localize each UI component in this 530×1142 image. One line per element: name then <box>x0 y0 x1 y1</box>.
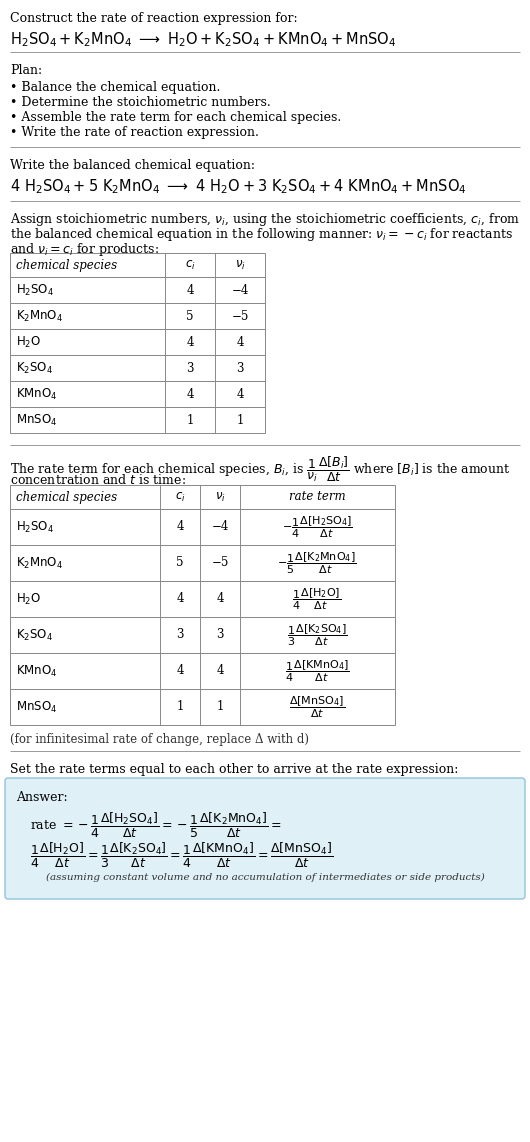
Text: concentration and $t$ is time:: concentration and $t$ is time: <box>10 473 186 486</box>
Text: $\mathrm{K_2MnO_4}$: $\mathrm{K_2MnO_4}$ <box>16 555 63 571</box>
Bar <box>10 509 395 545</box>
Bar <box>10 617 395 653</box>
Bar <box>10 381 265 407</box>
Text: Write the balanced chemical equation:: Write the balanced chemical equation: <box>10 159 255 172</box>
Text: −5: −5 <box>231 309 249 322</box>
Text: 4: 4 <box>186 336 194 348</box>
Text: The rate term for each chemical species, $B_i$, is $\dfrac{1}{\nu_i}\dfrac{\Delt: The rate term for each chemical species,… <box>10 455 510 484</box>
Text: Construct the rate of reaction expression for:: Construct the rate of reaction expressio… <box>10 13 298 25</box>
Text: $\mathrm{MnSO_4}$: $\mathrm{MnSO_4}$ <box>16 699 57 715</box>
Text: 4: 4 <box>216 665 224 677</box>
Bar <box>10 278 265 303</box>
Text: $\mathrm{KMnO_4}$: $\mathrm{KMnO_4}$ <box>16 386 57 402</box>
Text: $\dfrac{1}{3}\dfrac{\Delta[\mathrm{K_2SO_4}]}{\Delta t}$: $\dfrac{1}{3}\dfrac{\Delta[\mathrm{K_2SO… <box>287 622 347 648</box>
Text: 1: 1 <box>176 700 184 714</box>
Text: Answer:: Answer: <box>16 791 68 804</box>
Text: 1: 1 <box>236 413 244 426</box>
Text: $\mathrm{KMnO_4}$: $\mathrm{KMnO_4}$ <box>16 664 57 678</box>
Text: 5: 5 <box>176 556 184 570</box>
Text: −4: −4 <box>231 283 249 297</box>
Text: • Write the rate of reaction expression.: • Write the rate of reaction expression. <box>10 126 259 139</box>
Text: 4: 4 <box>186 283 194 297</box>
Text: Plan:: Plan: <box>10 64 42 77</box>
Text: $\nu_i$: $\nu_i$ <box>235 258 245 272</box>
Text: 4: 4 <box>176 593 184 605</box>
Text: $\mathrm{K_2MnO_4}$: $\mathrm{K_2MnO_4}$ <box>16 308 63 323</box>
Text: $\mathrm{4\ H_2SO_4 + 5\ K_2MnO_4 \ \longrightarrow \ 4\ H_2O + 3\ K_2SO_4 + 4\ : $\mathrm{4\ H_2SO_4 + 5\ K_2MnO_4 \ \lon… <box>10 177 466 195</box>
Bar <box>10 653 395 689</box>
Text: 4: 4 <box>176 521 184 533</box>
Text: Assign stoichiometric numbers, $\nu_i$, using the stoichiometric coefficients, $: Assign stoichiometric numbers, $\nu_i$, … <box>10 211 520 228</box>
Text: • Balance the chemical equation.: • Balance the chemical equation. <box>10 81 220 94</box>
FancyBboxPatch shape <box>5 778 525 899</box>
Text: $\mathrm{H_2O}$: $\mathrm{H_2O}$ <box>16 592 41 606</box>
Text: $\mathrm{K_2SO_4}$: $\mathrm{K_2SO_4}$ <box>16 361 53 376</box>
Bar <box>10 329 265 355</box>
Text: −5: −5 <box>211 556 228 570</box>
Text: $c_i$: $c_i$ <box>184 258 196 272</box>
Text: 4: 4 <box>236 336 244 348</box>
Text: −4: −4 <box>211 521 228 533</box>
Text: chemical species: chemical species <box>16 258 117 272</box>
Text: $\mathrm{H_2O}$: $\mathrm{H_2O}$ <box>16 335 41 349</box>
Bar <box>10 485 395 509</box>
Text: $\dfrac{1}{4}\dfrac{\Delta[\mathrm{H_2O}]}{\Delta t} = \dfrac{1}{3}\dfrac{\Delta: $\dfrac{1}{4}\dfrac{\Delta[\mathrm{H_2O}… <box>30 841 333 870</box>
Text: 3: 3 <box>186 362 194 375</box>
Text: $\mathrm{H_2SO_4}$: $\mathrm{H_2SO_4}$ <box>16 282 54 298</box>
Text: rate term: rate term <box>289 491 346 504</box>
Text: 3: 3 <box>236 362 244 375</box>
Text: 4: 4 <box>236 387 244 401</box>
Bar <box>10 545 395 581</box>
Bar <box>10 689 395 725</box>
Text: Set the rate terms equal to each other to arrive at the rate expression:: Set the rate terms equal to each other t… <box>10 763 458 777</box>
Text: • Determine the stoichiometric numbers.: • Determine the stoichiometric numbers. <box>10 96 271 108</box>
Text: 4: 4 <box>186 387 194 401</box>
Text: $\mathrm{H_2SO_4}$: $\mathrm{H_2SO_4}$ <box>16 520 54 534</box>
Text: 1: 1 <box>216 700 224 714</box>
Text: rate $= -\dfrac{1}{4}\dfrac{\Delta[\mathrm{H_2SO_4}]}{\Delta t} = -\dfrac{1}{5}\: rate $= -\dfrac{1}{4}\dfrac{\Delta[\math… <box>30 811 282 841</box>
Text: (assuming constant volume and no accumulation of intermediates or side products): (assuming constant volume and no accumul… <box>46 872 484 882</box>
Text: $c_i$: $c_i$ <box>175 490 186 504</box>
Text: chemical species: chemical species <box>16 491 117 504</box>
Text: $\mathrm{K_2SO_4}$: $\mathrm{K_2SO_4}$ <box>16 627 53 643</box>
Bar <box>10 355 265 381</box>
Bar <box>10 407 265 433</box>
Text: • Assemble the rate term for each chemical species.: • Assemble the rate term for each chemic… <box>10 111 341 124</box>
Text: $\dfrac{1}{4}\dfrac{\Delta[\mathrm{KMnO_4}]}{\Delta t}$: $\dfrac{1}{4}\dfrac{\Delta[\mathrm{KMnO_… <box>285 658 349 684</box>
Text: $\dfrac{1}{4}\dfrac{\Delta[\mathrm{H_2O}]}{\Delta t}$: $\dfrac{1}{4}\dfrac{\Delta[\mathrm{H_2O}… <box>293 586 342 612</box>
Text: 1: 1 <box>187 413 193 426</box>
Text: 3: 3 <box>176 628 184 642</box>
Text: the balanced chemical equation in the following manner: $\nu_i = -c_i$ for react: the balanced chemical equation in the fo… <box>10 226 513 243</box>
Bar <box>10 303 265 329</box>
Text: $\dfrac{\Delta[\mathrm{MnSO_4}]}{\Delta t}$: $\dfrac{\Delta[\mathrm{MnSO_4}]}{\Delta … <box>289 694 345 719</box>
Bar <box>10 581 395 617</box>
Text: $-\dfrac{1}{4}\dfrac{\Delta[\mathrm{H_2SO_4}]}{\Delta t}$: $-\dfrac{1}{4}\dfrac{\Delta[\mathrm{H_2S… <box>281 514 352 540</box>
Text: $\mathrm{MnSO_4}$: $\mathrm{MnSO_4}$ <box>16 412 57 427</box>
Text: $\mathrm{H_2SO_4 + K_2MnO_4 \ \longrightarrow \ H_2O + K_2SO_4 + KMnO_4 + MnSO_4: $\mathrm{H_2SO_4 + K_2MnO_4 \ \longright… <box>10 30 396 49</box>
Text: (for infinitesimal rate of change, replace Δ with d): (for infinitesimal rate of change, repla… <box>10 733 309 746</box>
Text: $-\dfrac{1}{5}\dfrac{\Delta[\mathrm{K_2MnO_4}]}{\Delta t}$: $-\dfrac{1}{5}\dfrac{\Delta[\mathrm{K_2M… <box>277 550 357 576</box>
Text: and $\nu_i = c_i$ for products:: and $\nu_i = c_i$ for products: <box>10 241 159 258</box>
Text: $\nu_i$: $\nu_i$ <box>215 490 225 504</box>
Text: 4: 4 <box>216 593 224 605</box>
Text: 5: 5 <box>186 309 194 322</box>
Text: 3: 3 <box>216 628 224 642</box>
Text: 4: 4 <box>176 665 184 677</box>
Bar <box>10 254 265 278</box>
